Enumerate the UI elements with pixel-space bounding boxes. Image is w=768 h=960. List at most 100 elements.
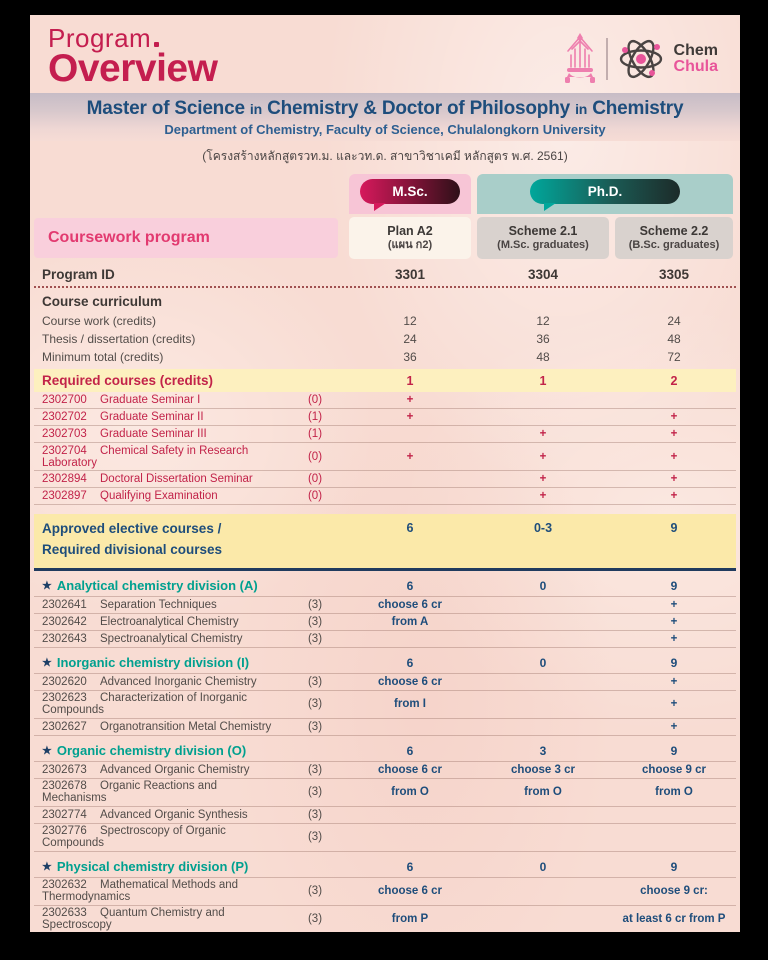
course-name: Characterization of Inorganic Compounds [42,692,248,717]
value-cell: 9 [670,655,678,670]
table-row: 2302678 Organic Reactions and Mechanisms … [34,779,736,807]
value-cell: 3301 [394,267,426,282]
column-title: Scheme 2.2 [639,224,709,239]
masthead: Program Overview [30,15,740,93]
value-cell: 6 [406,655,414,670]
value-cell: 6 [406,859,414,874]
degree-title: Master of Science in Chemistry & Doctor … [30,98,740,120]
credits-cell: (3) [307,913,323,926]
table-row: 2302774 Advanced Organic Synthesis (3) [34,807,736,824]
msc-panel: M.Sc. [349,174,471,214]
value-cell: 3 [539,743,547,758]
division-heading: Physical chemistry division (P) [56,859,249,875]
value-cell: 9 [670,743,678,758]
credits-cell: (1) [307,428,323,440]
value-cell: from O [391,786,429,799]
value-cell: + [670,720,678,733]
star-icon: ★ [42,657,52,670]
required-courses-heading-row: Required courses (credits) 1 1 2 [34,369,736,392]
degree-title-part: Master of Science [86,98,245,119]
row-label: Program ID [42,267,115,282]
course-name: Organotransition Metal Chemistry [100,720,272,733]
table-row: 2302641 Separation Techniques (3) choose … [34,597,736,614]
course-code: 2302643 [42,632,87,645]
value-cell: 9 [670,521,678,535]
value-cell: 12 [403,314,417,328]
star-icon: ★ [42,580,52,593]
course-name: Doctoral Dissertation Seminar [100,473,253,485]
value-cell: + [406,411,414,423]
value-cell: + [670,450,678,463]
degree-title-part: Chemistry & Doctor of Philosophy [267,98,570,119]
phd-panel: Ph.D. [477,174,733,214]
credits-cell: (0) [307,394,323,406]
course-name: Spectroscopy of Organic Compounds [42,825,226,850]
row-label: Thesis / dissertation (credits) [42,332,196,346]
approved-electives-row: Approved elective courses / Required div… [34,514,736,571]
table-row: 2302897 Qualifying Examination (0) + + [34,488,736,505]
page-title-line1: Program [48,23,152,53]
value-cell: 6 [406,743,414,758]
course-code: 2302897 [42,490,87,502]
course-name: Graduate Seminar I [100,394,201,406]
degree-title-part: Chemistry [592,98,684,119]
value-cell: 1 [539,373,547,388]
credits-cell: (0) [307,490,323,502]
value-cell: 0 [539,859,547,874]
course-code: 2302641 [42,598,87,611]
course-code: 2302894 [42,473,87,485]
value-cell: + [670,428,678,440]
table-row: 2302673 Advanced Organic Chemistry (3) ch… [34,762,736,779]
value-cell: 3305 [658,267,690,282]
value-cell: choose 9 cr: [640,885,708,898]
value-cell: 36 [536,332,550,346]
value-cell: 9 [670,578,678,593]
column-subtitle: (B.Sc. graduates) [628,238,720,251]
course-name: Electroanalytical Chemistry [100,615,239,628]
value-cell: 0 [539,578,547,593]
table-row: 2302633 Quantum Chemistry and Spectroscop… [34,906,736,932]
division-heading-row: ★ Inorganic chemistry division (I) 6 0 9 [34,653,736,674]
table-row: 2302776 Spectroscopy of Organic Compounds… [34,824,736,852]
logo-divider [605,38,608,80]
department-subtitle: Department of Chemistry, Faculty of Scie… [164,122,606,137]
column-title: Plan A2 [387,224,433,239]
column-header-row: Coursework program Plan A2 (แผน ก2) Sche… [34,217,736,259]
course-code: 2302633 [42,907,87,920]
value-cell: choose 6 cr [378,675,442,688]
logo-chem-text: Chem [673,41,718,59]
value-cell: from A [391,615,429,628]
division-heading: Organic chemistry division (O) [56,743,247,759]
value-cell: 0 [539,655,547,670]
value-cell: 48 [667,332,681,346]
course-code: 2302704 [42,444,87,457]
course-code: 2302702 [42,411,87,423]
value-cell: 2 [670,373,678,388]
course-name: Separation Techniques [100,598,217,611]
value-cell: + [670,632,678,645]
course-name: Advanced Organic Chemistry [100,763,250,776]
value-cell: choose 9 cr [642,763,706,776]
value-cell: from O [655,786,693,799]
credits-cell: (3) [307,720,323,733]
course-name: Quantum Chemistry and Spectroscopy [42,907,225,932]
division-heading: Inorganic chemistry division (I) [56,655,250,671]
credits-cell: (3) [307,786,323,799]
value-cell: 36 [403,350,417,364]
course-code: 2302700 [42,394,87,406]
value-cell: 6 [406,578,414,593]
value-cell: 3304 [527,267,559,282]
phd-badge: Ph.D. [530,179,680,211]
table-row: 2302643 Spectroanalytical Chemistry (3) + [34,631,736,648]
value-cell: + [406,394,414,406]
chem-chula-logo: Chem Chula [563,33,718,85]
value-cell: + [406,450,414,463]
division-heading: Analytical chemistry division (A) [56,578,258,594]
course-code: 2302620 [42,675,87,688]
table-row: 2302642 Electroanalytical Chemistry (3) f… [34,614,736,631]
course-code: 2302632 [42,879,87,892]
page-title: Program Overview [48,25,218,88]
chula-emblem-icon [564,33,595,83]
msc-badge: M.Sc. [360,179,460,211]
value-cell: + [670,490,678,502]
